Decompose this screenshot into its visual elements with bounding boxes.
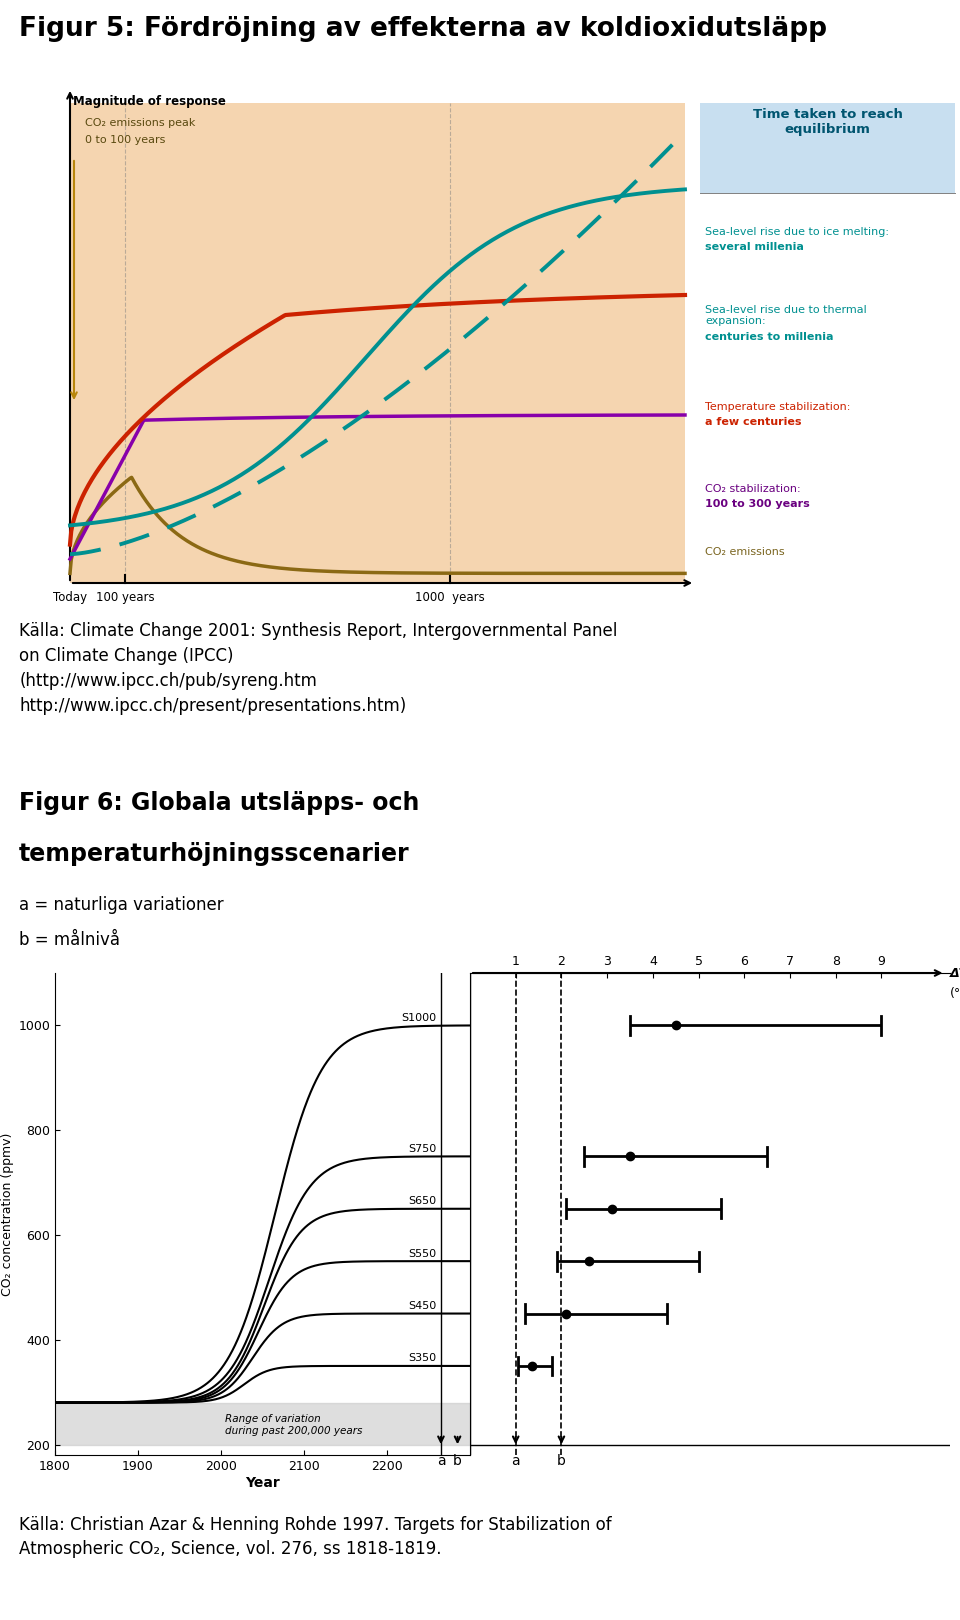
Text: Sea-level rise due to ice melting:: Sea-level rise due to ice melting: — [705, 227, 889, 237]
Text: S750: S750 — [409, 1144, 437, 1153]
Text: S1000: S1000 — [401, 1012, 437, 1022]
Text: S450: S450 — [409, 1301, 437, 1311]
Text: S650: S650 — [409, 1196, 437, 1207]
Text: 100 to 300 years: 100 to 300 years — [705, 499, 809, 509]
Text: Time taken to reach
equilibrium: Time taken to reach equilibrium — [753, 109, 902, 136]
Text: Sea-level rise due to thermal
expansion:: Sea-level rise due to thermal expansion: — [705, 305, 867, 327]
Text: a = naturliga variationer: a = naturliga variationer — [19, 896, 224, 915]
Text: S350: S350 — [409, 1353, 437, 1364]
Bar — [70, 104, 685, 583]
Text: Range of variation
during past 200,000 years: Range of variation during past 200,000 y… — [226, 1414, 363, 1435]
X-axis label: Year: Year — [245, 1476, 280, 1490]
Bar — [700, 193, 955, 583]
Text: ΔT: ΔT — [950, 967, 960, 980]
Text: Figur 5: Fördröjning av effekterna av koldioxidutsläpp: Figur 5: Fördröjning av effekterna av ko… — [19, 16, 828, 42]
Text: a: a — [512, 1455, 520, 1468]
Text: Magnitude of response: Magnitude of response — [73, 96, 226, 109]
Text: b: b — [557, 1455, 565, 1468]
Text: centuries to millenia: centuries to millenia — [705, 332, 833, 342]
Text: Källa: Climate Change 2001: Synthesis Report, Intergovernmental Panel
on Climate: Källa: Climate Change 2001: Synthesis Re… — [19, 622, 617, 714]
Text: a: a — [437, 1455, 445, 1468]
Text: temperaturhöjningsscenarier: temperaturhöjningsscenarier — [19, 842, 410, 867]
Y-axis label: CO₂ concentration (ppmv): CO₂ concentration (ppmv) — [1, 1132, 14, 1296]
Text: 0 to 100 years: 0 to 100 years — [85, 134, 165, 146]
Text: Figur 6: Globala utsläpps- och: Figur 6: Globala utsläpps- och — [19, 791, 420, 815]
Text: Today: Today — [53, 591, 87, 604]
Text: CO₂ emissions peak: CO₂ emissions peak — [85, 118, 196, 128]
Text: 1000  years: 1000 years — [415, 591, 485, 604]
Text: S550: S550 — [409, 1249, 437, 1259]
Text: Källa: Christian Azar & Henning Rohde 1997. Targets for Stabilization of
Atmosph: Källa: Christian Azar & Henning Rohde 19… — [19, 1515, 612, 1558]
Text: b: b — [453, 1455, 462, 1468]
Bar — [700, 104, 955, 193]
Text: a few centuries: a few centuries — [705, 418, 802, 428]
Text: b = målnivå: b = målnivå — [19, 930, 120, 949]
Text: several millenia: several millenia — [705, 241, 804, 251]
Text: Temperature stabilization:: Temperature stabilization: — [705, 402, 851, 413]
Text: 100 years: 100 years — [96, 591, 155, 604]
Text: CO₂ emissions: CO₂ emissions — [705, 546, 784, 557]
Text: CO₂ stabilization:: CO₂ stabilization: — [705, 484, 801, 494]
Text: (°C): (°C) — [950, 988, 960, 1001]
